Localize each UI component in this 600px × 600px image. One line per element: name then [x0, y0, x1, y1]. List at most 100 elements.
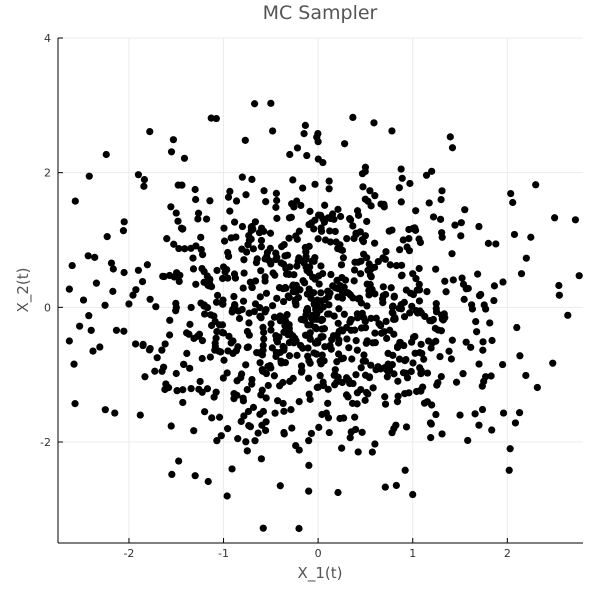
data-point — [343, 235, 351, 243]
data-point — [295, 398, 303, 406]
data-point — [221, 268, 229, 276]
data-point — [333, 358, 341, 366]
data-point — [138, 277, 147, 286]
data-point — [287, 406, 295, 414]
data-point — [227, 339, 235, 347]
data-point — [152, 303, 160, 311]
data-point — [259, 524, 267, 532]
data-point — [260, 187, 268, 195]
data-point — [178, 225, 187, 233]
data-point — [79, 296, 88, 304]
data-point — [506, 445, 514, 453]
data-point — [141, 373, 149, 381]
data-point — [306, 207, 314, 215]
x-tick-label: -1 — [218, 547, 229, 560]
data-point — [278, 243, 286, 251]
data-point — [318, 351, 326, 359]
data-point — [111, 409, 119, 417]
data-point — [334, 205, 342, 213]
data-point — [213, 291, 222, 299]
data-point — [405, 247, 414, 255]
data-point — [146, 295, 154, 303]
data-point — [224, 274, 232, 282]
data-point — [423, 369, 432, 377]
data-point — [427, 434, 435, 442]
data-point — [308, 257, 316, 265]
data-point — [315, 272, 323, 280]
data-point — [198, 264, 206, 273]
data-point — [461, 206, 469, 214]
data-point — [245, 319, 253, 327]
data-point — [296, 341, 305, 350]
data-point — [377, 200, 385, 208]
data-point — [388, 226, 396, 234]
data-point — [304, 344, 312, 352]
data-point — [351, 413, 359, 421]
data-point — [201, 408, 209, 416]
data-point — [486, 319, 494, 327]
data-point — [305, 487, 313, 495]
data-point — [70, 360, 78, 368]
y-tick-label: 2 — [44, 167, 51, 180]
data-point — [400, 313, 409, 321]
data-point — [261, 426, 270, 435]
data-point — [68, 261, 76, 270]
data-point — [437, 372, 445, 381]
data-point — [381, 483, 389, 491]
data-point — [437, 196, 445, 204]
data-point — [243, 386, 251, 394]
data-point — [348, 399, 357, 407]
data-point — [367, 314, 375, 322]
data-point — [174, 217, 182, 225]
data-point — [356, 228, 364, 236]
data-point — [283, 251, 292, 259]
data-point — [437, 327, 446, 335]
data-point — [390, 292, 398, 300]
data-point — [369, 384, 377, 392]
data-point — [256, 359, 264, 367]
data-point — [87, 326, 95, 334]
data-point — [237, 417, 245, 426]
data-point — [320, 218, 329, 226]
data-point — [402, 286, 410, 294]
data-point — [338, 246, 347, 254]
data-point — [210, 393, 218, 401]
x-tick-label: -2 — [123, 547, 134, 560]
data-point — [238, 222, 247, 231]
data-point — [306, 395, 314, 403]
data-point — [185, 330, 193, 338]
data-point — [136, 411, 144, 419]
data-point — [448, 144, 457, 152]
data-point — [267, 320, 275, 328]
data-point — [334, 319, 342, 327]
data-point — [351, 425, 360, 434]
data-point — [313, 296, 321, 304]
data-point — [206, 353, 214, 361]
data-point — [186, 320, 194, 328]
data-point — [191, 472, 199, 480]
data-point — [101, 301, 109, 309]
data-point — [516, 352, 524, 360]
data-point — [170, 273, 178, 281]
data-point — [515, 409, 524, 417]
data-point — [220, 356, 228, 364]
data-point — [232, 197, 241, 205]
data-point — [363, 217, 371, 226]
data-point — [498, 360, 507, 369]
data-point — [85, 312, 93, 320]
data-point — [317, 262, 325, 270]
data-point — [429, 213, 438, 221]
data-point — [153, 354, 161, 362]
data-point — [397, 261, 406, 269]
data-point — [258, 421, 266, 429]
data-point — [317, 289, 325, 297]
data-point — [436, 215, 445, 223]
data-point — [281, 314, 289, 322]
data-point — [397, 198, 405, 206]
data-point — [239, 397, 248, 405]
data-point — [213, 266, 221, 275]
data-point — [290, 203, 298, 211]
data-point — [146, 127, 154, 136]
data-point — [211, 339, 219, 347]
data-point — [429, 315, 437, 324]
